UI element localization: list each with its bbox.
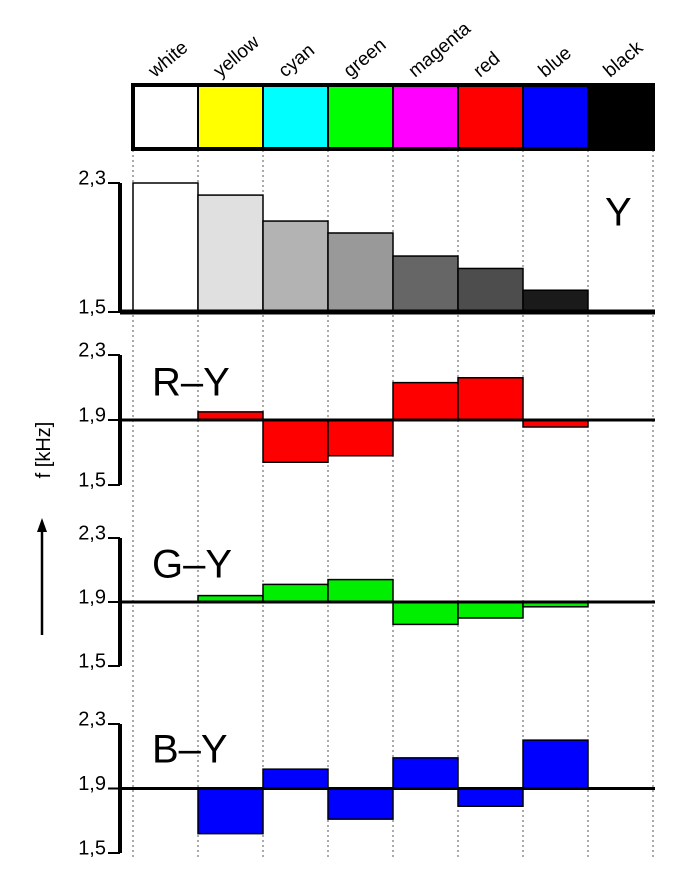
color-swatch xyxy=(132,84,199,150)
y-tick-label: 1,5 xyxy=(78,296,106,318)
panel-title: B–Y xyxy=(152,728,228,772)
y-tick-label: 1,9 xyxy=(78,404,106,426)
category-label: blue xyxy=(535,43,576,82)
color-strip-border xyxy=(131,83,655,151)
panel-title: Y xyxy=(605,191,632,235)
y-tick-label: 2,3 xyxy=(78,522,106,544)
color-swatch xyxy=(457,84,524,150)
color-swatch xyxy=(327,84,394,150)
arrow-head xyxy=(37,518,47,532)
category-label: cyan xyxy=(275,40,319,82)
y-tick-label: 1,5 xyxy=(78,837,106,859)
bar xyxy=(327,419,394,457)
bar xyxy=(392,255,459,313)
color-swatch xyxy=(392,84,459,150)
bar xyxy=(327,232,394,313)
y-tick-label: 2,3 xyxy=(78,339,106,361)
color-swatch xyxy=(197,84,264,150)
bar xyxy=(457,601,524,619)
bar xyxy=(522,289,589,313)
bar xyxy=(132,182,199,313)
color-swatch xyxy=(262,84,329,150)
bar xyxy=(457,377,524,421)
bar xyxy=(457,787,524,807)
bar xyxy=(392,601,459,626)
bar xyxy=(197,194,264,313)
bar xyxy=(327,787,394,820)
category-label: yellow xyxy=(210,32,264,82)
category-label: magenta xyxy=(405,18,475,82)
panel-title: G–Y xyxy=(152,543,232,587)
bar xyxy=(262,583,329,603)
bar xyxy=(197,787,264,835)
bar xyxy=(262,419,329,463)
bar xyxy=(457,267,524,313)
color-swatch xyxy=(522,84,589,150)
y-axis-label: f [kHz] xyxy=(33,422,55,479)
category-label: black xyxy=(600,37,648,82)
bar xyxy=(327,578,394,603)
category-label: green xyxy=(340,34,391,81)
category-label: red xyxy=(470,48,505,82)
bar xyxy=(262,220,329,313)
bar xyxy=(262,768,329,790)
y-tick-label: 1,5 xyxy=(78,469,106,491)
category-label: white xyxy=(144,37,192,82)
bar xyxy=(392,381,459,421)
bar xyxy=(522,739,589,790)
y-tick-label: 1,5 xyxy=(78,650,106,672)
y-tick-label: 2,3 xyxy=(78,167,106,189)
bar xyxy=(392,757,459,790)
y-tick-label: 1,9 xyxy=(78,773,106,795)
y-tick-label: 2,3 xyxy=(78,708,106,730)
color-swatch xyxy=(587,84,654,150)
y-tick-label: 1,9 xyxy=(78,586,106,608)
panel-title: R–Y xyxy=(152,361,230,405)
